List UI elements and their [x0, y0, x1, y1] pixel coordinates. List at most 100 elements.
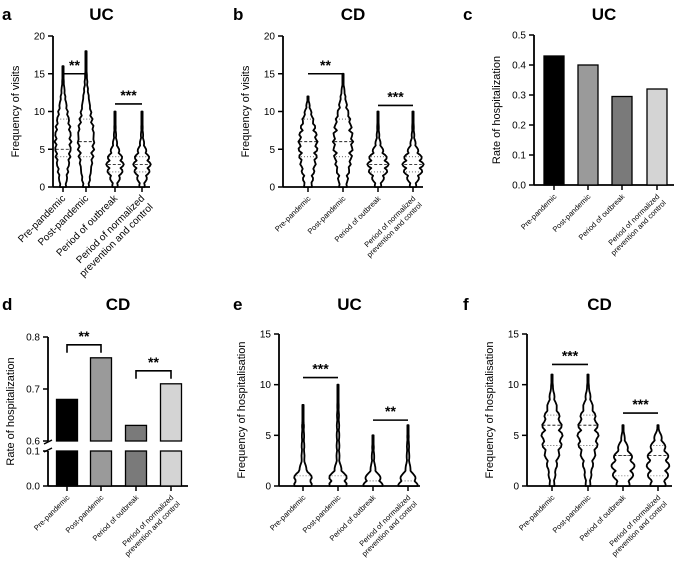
panel-title: CD — [587, 295, 612, 314]
y-tick-label: 5 — [513, 431, 519, 442]
panel-title: UC — [592, 5, 617, 24]
y-axis-label: Frequency of visits — [240, 65, 252, 157]
y-tick-label: 15 — [34, 69, 46, 80]
y-tick-label: 10 — [508, 380, 520, 391]
y-tick-label: 0.1 — [26, 447, 40, 458]
violin-3 — [132, 110, 152, 188]
y-tick-label: 15 — [508, 330, 520, 341]
bar-1 — [89, 357, 113, 442]
y-tick-label: 0 — [39, 183, 45, 194]
y-tick-label: 0 — [265, 482, 271, 493]
bar-3 — [159, 383, 183, 442]
violin-1 — [76, 50, 96, 188]
significance-label: ** — [320, 57, 331, 73]
significance-label: ** — [148, 354, 159, 370]
y-tick-label: 0.7 — [26, 385, 40, 396]
y-tick-label: 5 — [265, 431, 271, 442]
panel-title: CD — [341, 5, 366, 24]
significance-label: ** — [385, 403, 396, 419]
significance-label: *** — [120, 87, 137, 103]
violin-2 — [362, 434, 384, 487]
x-tick-label-line: prevention and control — [610, 499, 669, 558]
panel-title: UC — [89, 5, 114, 24]
y-tick-label: 0.8 — [26, 333, 40, 344]
violin-1 — [331, 72, 355, 188]
x-tick-label: Pre-pandemic — [517, 493, 557, 533]
violin-0 — [297, 95, 319, 188]
significance-label: *** — [387, 88, 404, 104]
bar-2-lower — [124, 450, 148, 487]
y-tick-label: 15 — [260, 330, 272, 341]
panel-d: d CD Rate of hospitalization 0.0 0.10.6 0.7 0.… — [2, 295, 188, 558]
y-tick-label: 5 — [39, 145, 45, 156]
violin-3 — [401, 110, 425, 188]
panel-letter: c — [463, 5, 472, 24]
y-axis-label: Frequency of hospitalisation — [236, 342, 248, 479]
y-tick-label: 5 — [269, 145, 275, 156]
bar-2 — [611, 95, 633, 186]
panel-letter: b — [233, 5, 243, 24]
y-tick-label: 0 — [269, 183, 275, 194]
y-tick-label: 0.1 — [512, 151, 526, 162]
y-tick-label: 0.0 — [26, 482, 40, 493]
bar-2 — [124, 424, 148, 442]
significance-label: ** — [79, 328, 90, 344]
y-tick-label: 20 — [264, 32, 276, 43]
bar-0-lower — [55, 450, 79, 487]
violin-2 — [610, 424, 636, 487]
violin-0 — [53, 65, 73, 188]
violin-0 — [293, 404, 313, 487]
significance-bracket — [66, 344, 102, 353]
x-tick-label-line: prevention and control — [78, 202, 156, 280]
y-axis-label: Rate of hospitalization — [5, 357, 17, 465]
violin-3 — [397, 424, 419, 487]
violin-0 — [540, 373, 564, 487]
violin-2 — [366, 110, 390, 188]
bar-1 — [577, 64, 599, 186]
bar-0 — [543, 55, 565, 186]
bar-1-lower — [89, 450, 113, 487]
significance-label: ** — [69, 57, 80, 73]
panel-letter: d — [2, 295, 12, 314]
panel-title: UC — [337, 295, 362, 314]
panel-f: f CD Frequency of hospitalisation 0 5 10 15 Pre… — [463, 295, 672, 558]
y-tick-label: 0.3 — [512, 91, 526, 102]
y-tick-label: 10 — [264, 107, 276, 118]
violin-1 — [328, 383, 348, 487]
y-axis-label: Rate of hospitalization — [491, 56, 503, 164]
x-tick-label-line: prevention and control — [123, 499, 182, 558]
y-tick-label: 0.0 — [512, 181, 526, 192]
bar-3-lower — [159, 450, 183, 487]
y-tick-label: 0.5 — [512, 31, 526, 42]
y-tick-label: 0.6 — [26, 437, 40, 448]
y-axis-label: Frequency of visits — [10, 65, 22, 157]
bar-3 — [646, 88, 668, 186]
y-tick-label: 20 — [34, 32, 46, 43]
violin-3 — [645, 424, 671, 487]
panel-letter: e — [233, 295, 242, 314]
panel-c: c UC Rate of hospitalization 0.0 0.1 0.2 0.3 0.… — [463, 5, 674, 257]
significance-label: *** — [632, 396, 649, 412]
panel-letter: f — [463, 295, 469, 314]
significance-bracket — [135, 370, 172, 379]
y-tick-label: 10 — [34, 107, 46, 118]
violin-1 — [576, 373, 600, 487]
y-tick-label: 0.2 — [512, 121, 526, 132]
panel-title: CD — [106, 295, 131, 314]
axis-break-mark — [43, 439, 53, 445]
bar-0 — [55, 398, 79, 442]
x-tick-label-line: prevention and control — [609, 198, 668, 257]
y-tick-label: 15 — [264, 69, 276, 80]
y-axis-label: Frequency of hospitalisation — [484, 342, 496, 479]
significance-label: *** — [562, 347, 579, 363]
panel-letter: a — [2, 5, 12, 24]
x-tick-label-line: prevention and control — [365, 200, 424, 259]
y-tick-label: 0 — [513, 482, 519, 493]
y-tick-label: 10 — [260, 380, 272, 391]
violin-2 — [105, 110, 125, 188]
